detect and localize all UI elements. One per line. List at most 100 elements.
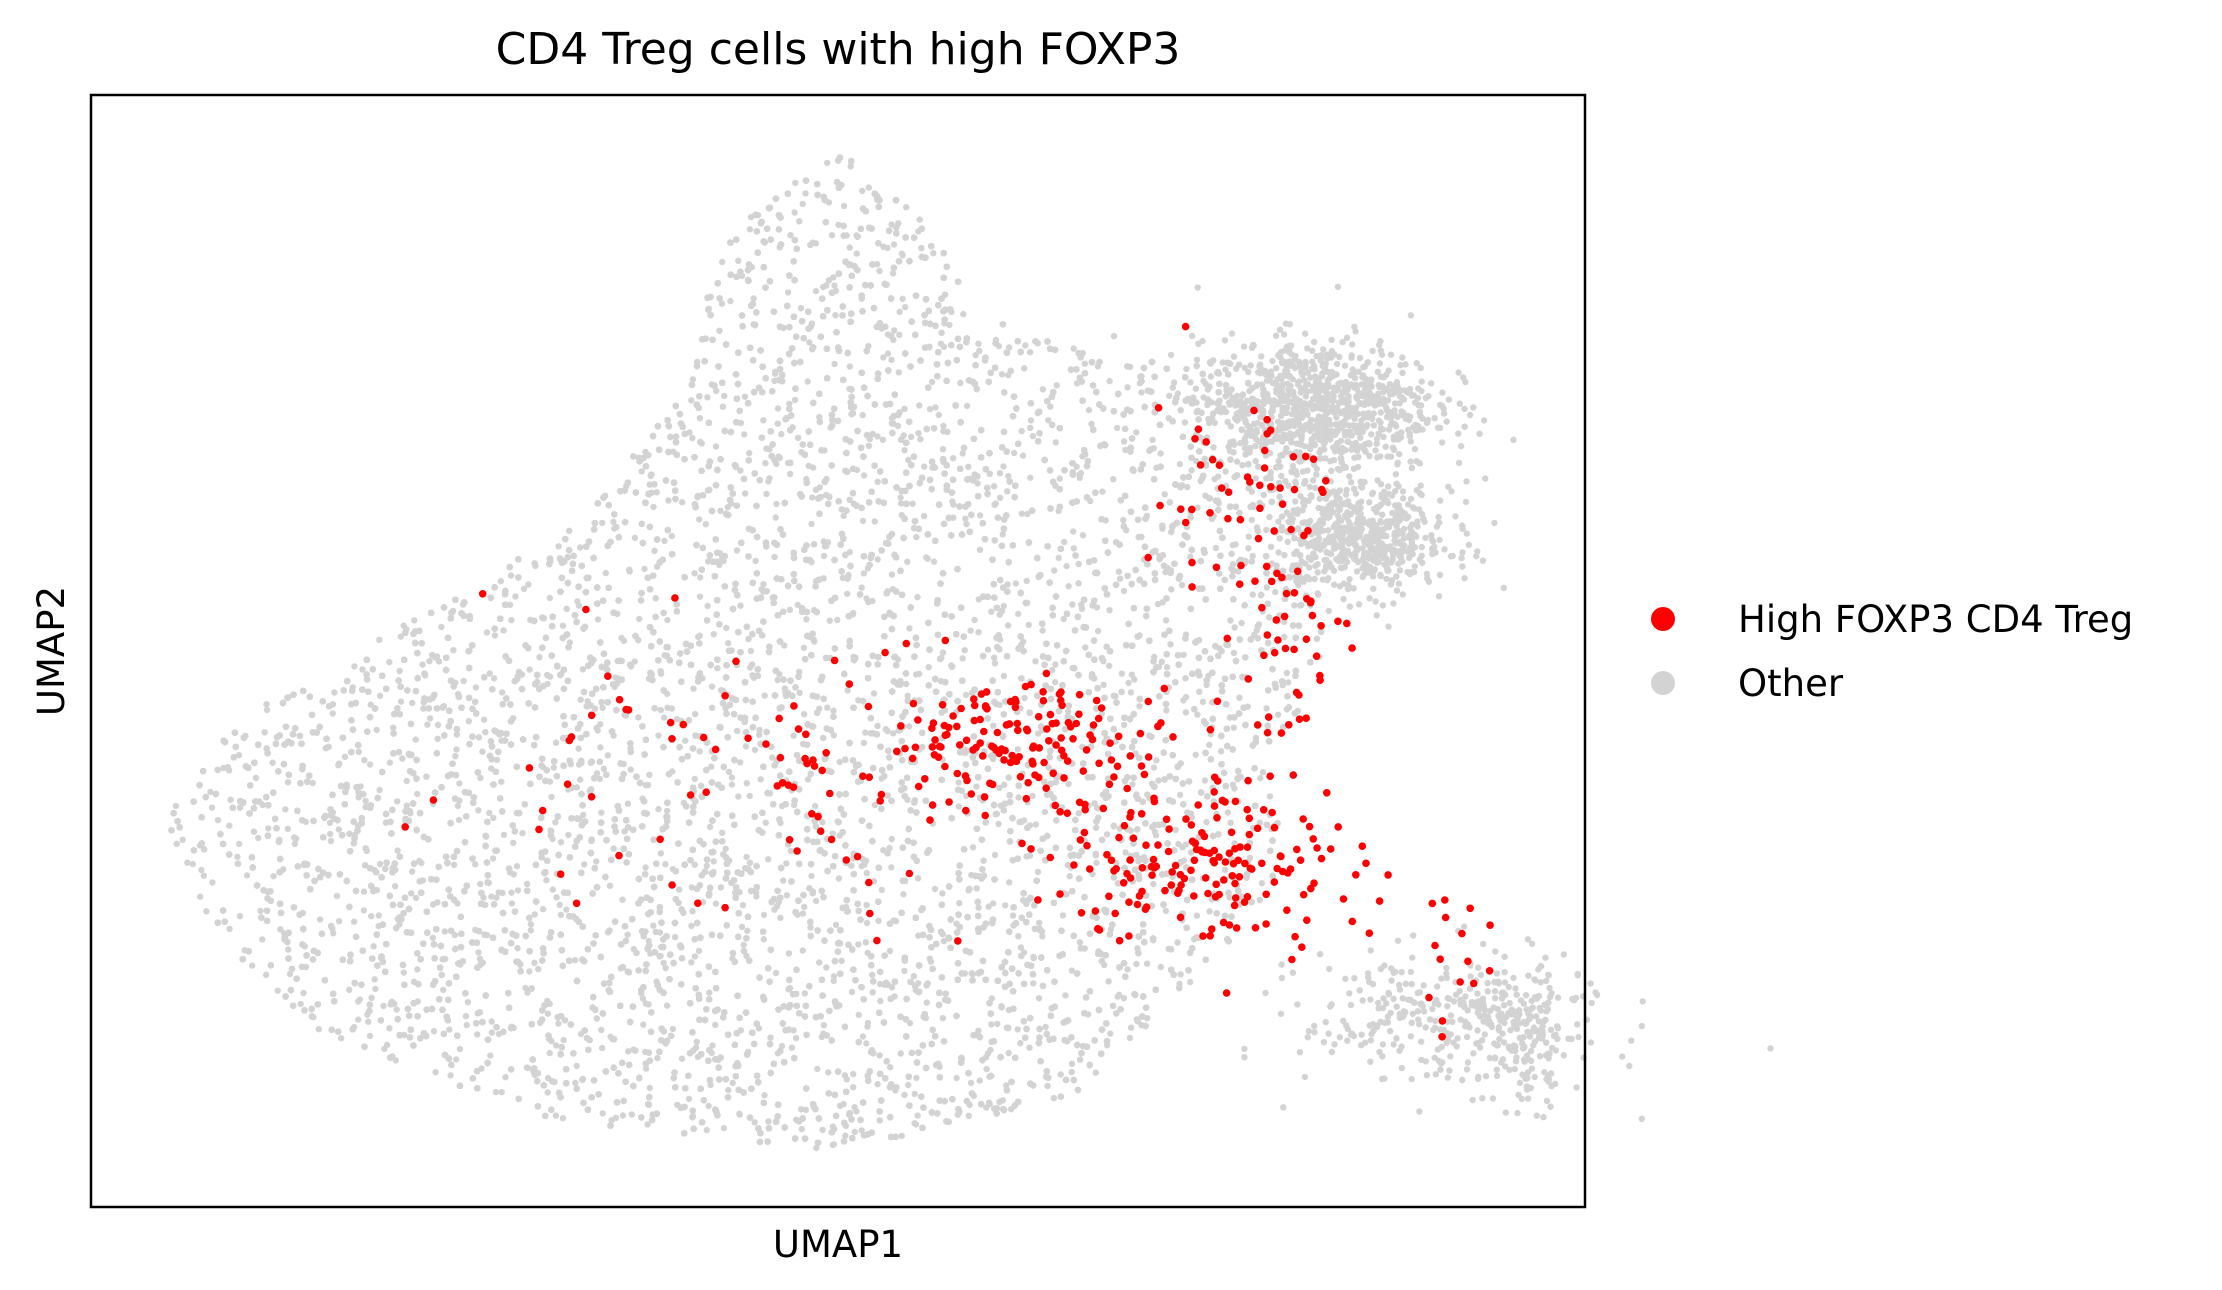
point-other (1110, 476, 1117, 483)
point-other (282, 806, 289, 813)
point-other (903, 680, 910, 688)
point-other (797, 305, 805, 312)
point-other (498, 1089, 505, 1096)
point-other (709, 1042, 716, 1049)
point-other (581, 861, 588, 868)
point-other (464, 999, 472, 1006)
point-other (1021, 694, 1028, 702)
point-other (1260, 491, 1268, 498)
point-other (1155, 777, 1162, 784)
point-other (889, 270, 897, 277)
point-other (412, 894, 420, 902)
point-other (546, 1049, 553, 1057)
point-other (704, 394, 711, 401)
point-other (710, 631, 717, 638)
point-other (531, 560, 538, 567)
point-other (991, 660, 999, 667)
point-other (786, 400, 793, 407)
point-other (599, 1110, 606, 1117)
point-other (599, 1044, 606, 1052)
point-other (831, 360, 838, 368)
point-other (960, 310, 967, 318)
point-other (704, 602, 711, 610)
point-other (708, 763, 715, 770)
point-other (483, 629, 491, 636)
point-other (1114, 993, 1121, 1000)
point-other (1194, 504, 1201, 511)
point-other (771, 553, 778, 561)
point-other (913, 1074, 920, 1082)
point-other (846, 496, 853, 503)
point-other (965, 1112, 972, 1120)
point-other (963, 402, 971, 410)
point-other (1125, 679, 1132, 687)
point-other (696, 632, 703, 639)
point-other (416, 857, 423, 865)
point-other (172, 802, 180, 810)
point-other (1149, 436, 1156, 444)
point-other (873, 261, 881, 268)
point-other (1182, 693, 1190, 701)
point-other (813, 1144, 820, 1152)
point-other (465, 718, 472, 725)
point-other (257, 907, 264, 915)
point-other (840, 1100, 847, 1108)
point-other (565, 831, 572, 839)
point-other (840, 202, 848, 210)
point-other (236, 804, 244, 811)
point-other (1057, 1071, 1064, 1078)
point-other (844, 687, 851, 694)
point-other (376, 636, 383, 643)
point-other (832, 921, 840, 928)
point-other (796, 218, 803, 225)
point-other (1017, 1040, 1024, 1047)
point-other (420, 705, 427, 712)
point-other (493, 756, 501, 763)
point-other (1017, 944, 1025, 951)
point-other (808, 494, 816, 501)
point-other (376, 692, 384, 700)
point-other (940, 937, 948, 945)
point-other (551, 1078, 558, 1086)
point-other (733, 727, 741, 735)
point-other (1023, 853, 1030, 860)
point-other (695, 947, 703, 955)
point-other (1176, 791, 1184, 799)
point-other (1162, 617, 1170, 624)
point-other (949, 498, 956, 505)
point-other (593, 770, 601, 777)
point-other (855, 1011, 862, 1019)
point-other (702, 521, 709, 528)
point-other (1029, 432, 1037, 440)
point-other (762, 819, 769, 826)
point-other (544, 1010, 552, 1017)
point-other (843, 908, 851, 915)
point-other (708, 704, 716, 711)
point-other (784, 289, 792, 296)
point-other (644, 1121, 651, 1128)
point-other (333, 892, 341, 900)
point-other (1100, 681, 1107, 688)
point-other (826, 617, 833, 624)
point-other (899, 295, 906, 302)
point-other (863, 1040, 870, 1047)
point-other (990, 654, 998, 661)
point-other (563, 906, 570, 913)
point-other (535, 965, 542, 973)
point-other (426, 715, 434, 722)
point-other (508, 900, 516, 907)
point-other (1163, 707, 1170, 714)
point-other (552, 1112, 560, 1119)
point-other (203, 908, 210, 915)
point-other (552, 1042, 560, 1049)
point-other (346, 830, 353, 837)
point-other (724, 503, 731, 511)
point-other (401, 1031, 408, 1039)
point-other (975, 904, 982, 911)
point-other (678, 1055, 686, 1062)
point-other (858, 1127, 865, 1134)
point-other (812, 240, 820, 247)
point-other (799, 200, 806, 208)
point-other (1099, 791, 1107, 798)
point-other (875, 917, 882, 924)
